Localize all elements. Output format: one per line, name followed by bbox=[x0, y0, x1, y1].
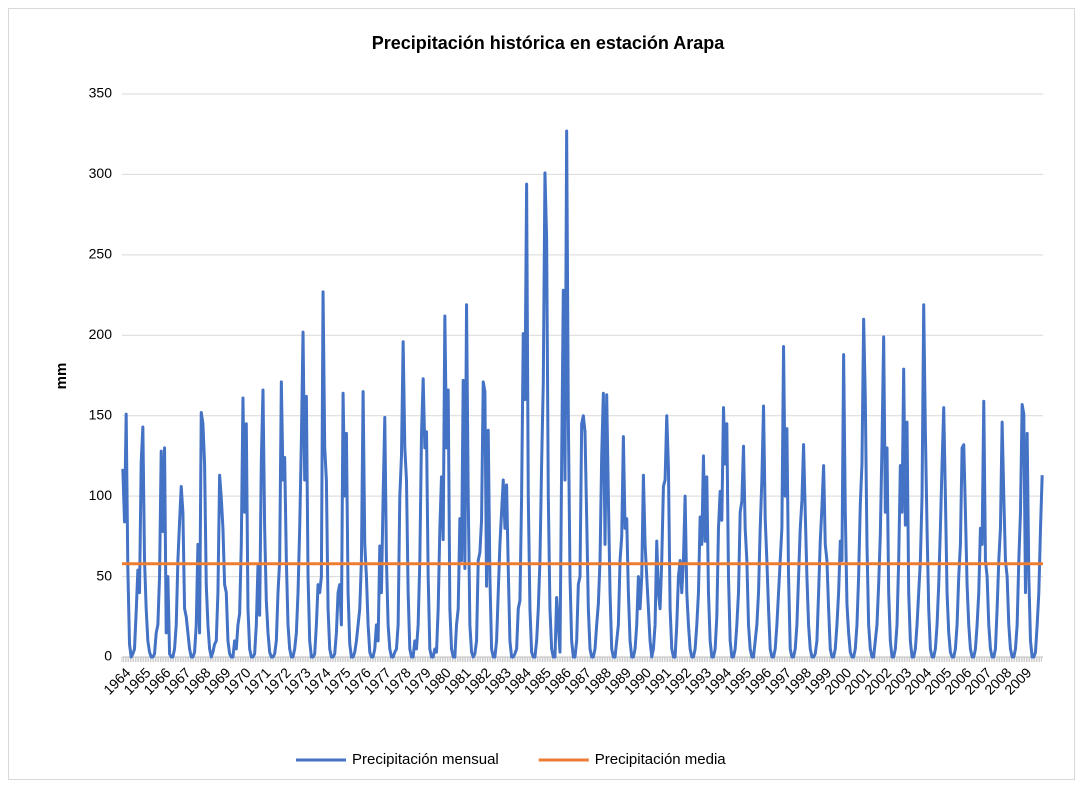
y-tick-label: 200 bbox=[89, 326, 113, 342]
y-tick-label: 50 bbox=[96, 567, 112, 583]
y-tick-label: 150 bbox=[89, 406, 113, 422]
legend-label: Precipitación mensual bbox=[352, 751, 499, 768]
data-line bbox=[121, 129, 1044, 659]
chart-frame bbox=[8, 8, 1075, 780]
y-axis-label: mm bbox=[53, 363, 70, 390]
y-tick-label: 350 bbox=[89, 85, 113, 101]
y-tick-label: 100 bbox=[89, 487, 113, 503]
legend-label: Precipitación media bbox=[595, 751, 727, 768]
y-tick-label: 0 bbox=[104, 648, 112, 664]
y-tick-label: 250 bbox=[89, 246, 113, 262]
y-tick-label: 300 bbox=[89, 165, 113, 181]
chart-title: Precipitación histórica en estación Arap… bbox=[372, 33, 725, 53]
